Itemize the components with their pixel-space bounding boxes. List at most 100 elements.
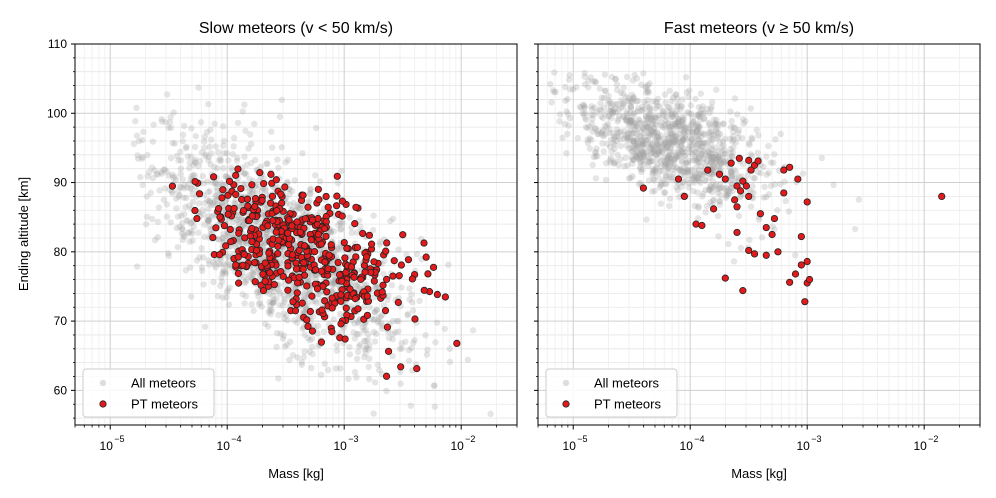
- all-meteor-point: [178, 230, 186, 237]
- all-meteor-point: [167, 124, 175, 132]
- all-meteor-point: [590, 111, 597, 119]
- pt-meteor-point: [338, 197, 347, 205]
- all-meteor-point: [679, 137, 687, 144]
- all-meteor-point: [629, 129, 637, 136]
- all-meteor-point: [663, 172, 670, 179]
- pt-meteor-point: [215, 205, 223, 213]
- pt-meteor-point: [285, 240, 293, 249]
- pt-meteor-point: [259, 286, 268, 295]
- all-meteor-point: [330, 277, 337, 284]
- all-meteor-point: [663, 113, 670, 121]
- all-meteor-point: [139, 155, 146, 162]
- all-meteor-point: [338, 225, 345, 233]
- all-meteor-point: [678, 148, 685, 155]
- all-meteor-point: [205, 216, 212, 224]
- all-meteor-point: [777, 181, 784, 188]
- all-meteor-point: [602, 176, 610, 184]
- all-meteor-point: [330, 316, 337, 323]
- all-meteor-point: [275, 375, 282, 382]
- all-meteor-point: [661, 144, 669, 151]
- all-meteor-point: [643, 119, 650, 127]
- all-meteor-point: [630, 138, 637, 145]
- all-meteor-point: [246, 271, 253, 279]
- all-meteor-point: [690, 175, 697, 182]
- all-meteor-point: [719, 120, 726, 127]
- all-meteor-point: [704, 148, 711, 155]
- all-meteor-point: [139, 153, 146, 161]
- all-meteor-point: [697, 146, 704, 153]
- all-meteor-point: [184, 229, 192, 237]
- pt-meteor-point: [301, 215, 309, 223]
- all-meteor-point: [209, 179, 216, 186]
- all-meteor-point: [385, 292, 392, 300]
- all-meteor-point: [283, 341, 291, 349]
- all-meteor-point: [629, 98, 636, 105]
- all-meteor-point: [624, 134, 631, 142]
- all-meteor-point: [220, 123, 227, 130]
- all-meteor-point: [681, 148, 688, 156]
- all-meteor-point: [329, 286, 337, 294]
- all-meteor-point: [648, 119, 655, 127]
- all-meteor-point: [150, 121, 157, 128]
- all-meteor-point: [389, 330, 397, 338]
- all-meteor-point: [698, 150, 705, 158]
- all-meteor-point: [290, 199, 297, 207]
- x-axis: 10 −5 10 −4 10 −3 10 −2: [537, 425, 981, 453]
- all-meteor-point: [346, 351, 354, 358]
- all-meteor-point: [174, 213, 182, 220]
- pt-meteor-point: [328, 328, 336, 336]
- all-meteor-point: [206, 197, 214, 204]
- all-meteor-point: [278, 260, 285, 267]
- pt-meteor-point: [314, 185, 322, 193]
- all-meteor-point: [655, 142, 662, 149]
- all-meteor-point: [628, 98, 635, 106]
- all-meteor-point: [627, 117, 634, 124]
- pt-meteor-point: [232, 190, 240, 199]
- all-meteor-point: [670, 164, 678, 171]
- pt-meteor-point: [422, 253, 430, 261]
- pt-meteor-point: [786, 163, 794, 171]
- all-meteor-point: [224, 253, 232, 260]
- all-meteor-point: [668, 107, 675, 114]
- all-meteor-point: [669, 120, 677, 128]
- all-meteor-point: [269, 292, 276, 299]
- all-meteor-point: [166, 119, 174, 126]
- all-meteor-point: [626, 120, 633, 127]
- pt-meteor-point: [277, 190, 285, 198]
- pt-meteor-point: [312, 266, 320, 274]
- all-meteor-point: [178, 226, 186, 233]
- pt-meteor-point: [274, 236, 283, 244]
- all-meteor-point: [672, 155, 679, 163]
- all-meteor-point: [668, 151, 675, 158]
- pt-meteor-point: [239, 207, 248, 215]
- all-meteor-point: [582, 124, 590, 131]
- all-meteor-point: [588, 120, 596, 127]
- all-meteor-point: [273, 295, 280, 302]
- all-meteor-point: [624, 95, 632, 102]
- all-meteor-point: [251, 120, 258, 128]
- all-meteor-point: [371, 308, 378, 316]
- all-meteor-point: [595, 130, 602, 137]
- all-meteor-point: [673, 153, 681, 161]
- all-meteor-point: [649, 158, 656, 165]
- all-meteor-point: [830, 181, 837, 189]
- all-meteor-point: [712, 157, 720, 164]
- all-meteor-point: [654, 141, 661, 148]
- all-meteor-point: [647, 131, 655, 139]
- pt-meteor-point: [378, 288, 386, 296]
- all-meteor-point: [709, 130, 717, 138]
- all-meteor-point: [228, 167, 236, 174]
- all-meteor-point: [409, 299, 416, 306]
- pt-meteor-point: [441, 293, 449, 301]
- all-meteor-point: [648, 127, 655, 134]
- pt-meteor-point: [420, 286, 428, 294]
- all-meteor-point: [697, 163, 705, 170]
- all-meteor-point: [684, 169, 691, 176]
- pt-meteor-point: [338, 277, 346, 285]
- all-meteor-point: [175, 157, 182, 164]
- all-meteor-point: [650, 169, 657, 176]
- all-meteor-point: [621, 113, 628, 121]
- all-meteor-point: [645, 113, 653, 120]
- all-meteor-point: [652, 119, 659, 126]
- all-meteor-point: [337, 226, 344, 233]
